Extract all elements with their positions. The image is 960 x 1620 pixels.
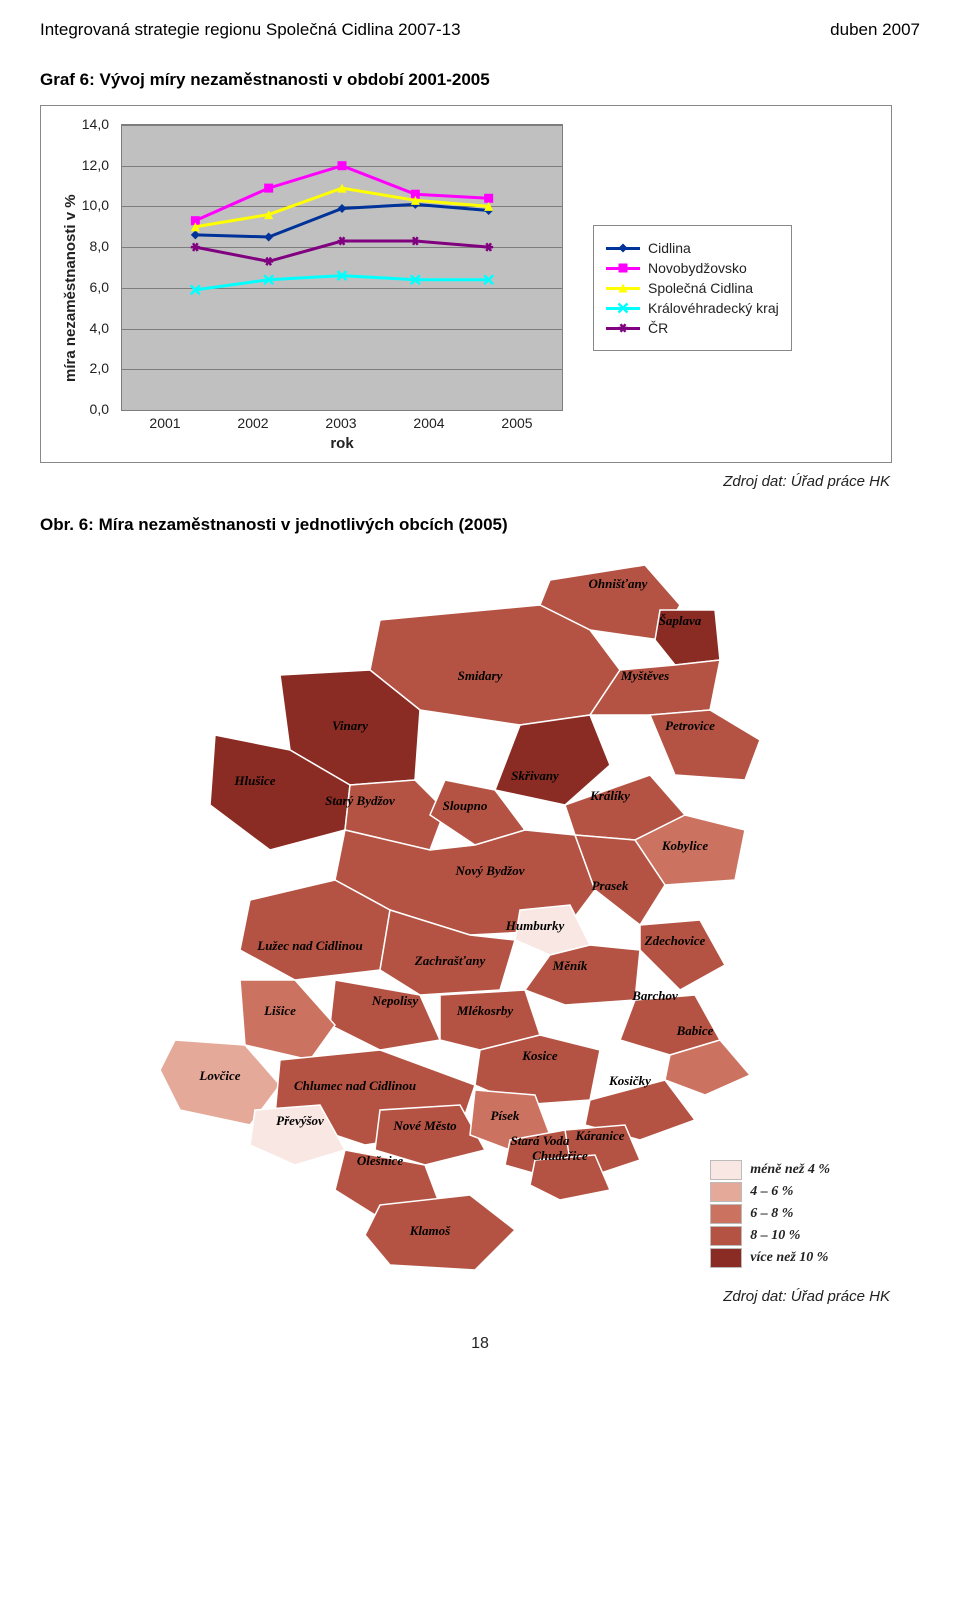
map-legend-item: 6 – 8 % [710,1204,830,1224]
map-region-label: Kobylice [661,838,708,853]
legend-item: Královéhradecký kraj [606,300,779,316]
map-region-label: Zdechovice [644,933,706,948]
legend-label: ČR [648,320,668,336]
x-tick-label: 2005 [473,415,561,431]
y-tick-label: 0,0 [90,402,115,416]
map-region-label: Babice [676,1023,714,1038]
map-container: Ohnišťany Šaplava Smidary Myštěves Vinary Pet… [120,550,840,1280]
map-region [640,920,725,990]
map-region-label: Smidary [458,668,503,683]
y-tick-label: 12,0 [82,158,115,172]
map-region-label: Olešnice [357,1153,403,1168]
map-region-label: Petrovice [665,718,715,733]
legend-label: Společná Cidlina [648,280,753,296]
map-legend-item: méně než 4 % [710,1160,830,1180]
x-tick-label: 2001 [121,415,209,431]
map-region-label: Ohnišťany [589,576,648,591]
map-region-label: Převýšov [276,1113,324,1128]
doc-header: Integrovaná strategie regionu Společná C… [40,20,920,40]
map-region-label: Zachrašťany [414,953,486,968]
map-region-label: Mlékosrby [456,1003,514,1018]
y-tick-label: 10,0 [82,198,115,212]
map-region-label: Káranice [574,1128,624,1143]
map-legend-swatch [710,1226,742,1246]
map-region-label: Klamoš [409,1223,451,1238]
map-legend-label: méně než 4 % [750,1162,830,1178]
chart-title: Graf 6: Vývoj míry nezaměstnanosti v obd… [40,70,920,90]
y-tick-label: 8,0 [90,239,115,253]
map-legend-swatch [710,1182,742,1202]
map-region-label: Vinary [332,718,368,733]
map-legend-swatch [710,1204,742,1224]
map-region-label: Stará Voda [511,1133,570,1148]
map-region-label: Chudeřice [532,1148,588,1163]
doc-title-left: Integrovaná strategie regionu Společná C… [40,20,461,40]
map-region-label: Hlušice [233,773,275,788]
map-region-label: Starý Bydžov [325,793,395,808]
y-tick-label: 2,0 [90,361,115,375]
y-tick-label: 4,0 [90,321,115,335]
legend-item: ČR [606,320,779,336]
map-region-label: Chlumec nad Cidlinou [294,1078,416,1093]
map-legend-item: více než 10 % [710,1248,830,1268]
chart-legend: Cidlina Novobydžovsko Společná Cidlina Král… [593,225,792,351]
map-region-label: Lišice [263,1003,296,1018]
x-tick-label: 2002 [209,415,297,431]
map-region-label: Králíky [589,788,630,803]
legend-item: Cidlina [606,240,779,256]
legend-label: Královéhradecký kraj [648,300,779,316]
map-region-label: Skřivany [511,768,559,783]
map-region-label: Myštěves [620,668,669,683]
map-legend-swatch [710,1248,742,1268]
map-legend-label: 6 – 8 % [750,1206,793,1222]
map-region-label: Nepolisy [371,993,418,1008]
map-region-label: Humburky [505,918,565,933]
legend-label: Cidlina [648,240,691,256]
map-region-label: Kosice [521,1048,558,1063]
y-axis-ticks: 0,02,04,06,08,010,012,014,0 [79,124,121,409]
map-legend-swatch [710,1160,742,1180]
map-legend: méně než 4 % 4 – 6 % 6 – 8 % 8 – 10 % více n… [710,1158,830,1270]
map-legend-item: 4 – 6 % [710,1182,830,1202]
plot-area [121,124,563,411]
legend-item: Společná Cidlina [606,280,779,296]
page-number: 18 [40,1335,920,1353]
map-region-label: Písek [491,1108,520,1123]
x-tick-label: 2003 [297,415,385,431]
map-region-label: Lovčice [198,1068,240,1083]
map-region-label: Kosičky [608,1073,651,1088]
map-region-label: Nový Bydžov [455,863,525,878]
y-axis-title: míra nezaměstnanosti v % [56,124,79,452]
map-legend-label: 4 – 6 % [750,1184,793,1200]
map-region-label: Barchov [631,988,678,1003]
map-region [240,980,335,1060]
map-legend-label: více než 10 % [750,1250,828,1266]
y-tick-label: 6,0 [90,280,115,294]
x-axis-title: rok [121,435,563,452]
map-region-label: Prasek [592,878,629,893]
x-axis-ticks: 20012002200320042005 [121,415,561,431]
map-legend-item: 8 – 10 % [710,1226,830,1246]
source-caption-2: Zdroj dat: Úřad práce HK [40,1288,890,1305]
map-legend-label: 8 – 10 % [750,1228,800,1244]
legend-label: Novobydžovsko [648,260,747,276]
map-region-label: Nové Město [392,1118,457,1133]
map-region-label: Měník [552,958,588,973]
legend-item: Novobydžovsko [606,260,779,276]
y-tick-label: 14,0 [82,117,115,131]
map-region-label: Sloupno [443,798,488,813]
map-region [525,945,640,1005]
doc-date-right: duben 2007 [830,20,920,40]
chart-container: míra nezaměstnanosti v % 0,0 2,0 4,0 6,0 8,0… [40,105,892,463]
page: Integrovaná strategie regionu Společná C… [0,0,960,1373]
map-region-label: Lužec nad Cidlinou [256,938,362,953]
x-tick-label: 2004 [385,415,473,431]
source-caption-1: Zdroj dat: Úřad práce HK [40,473,890,490]
figure-title: Obr. 6: Míra nezaměstnanosti v jednotliv… [40,515,920,535]
map-region-label: Šaplava [659,613,702,628]
